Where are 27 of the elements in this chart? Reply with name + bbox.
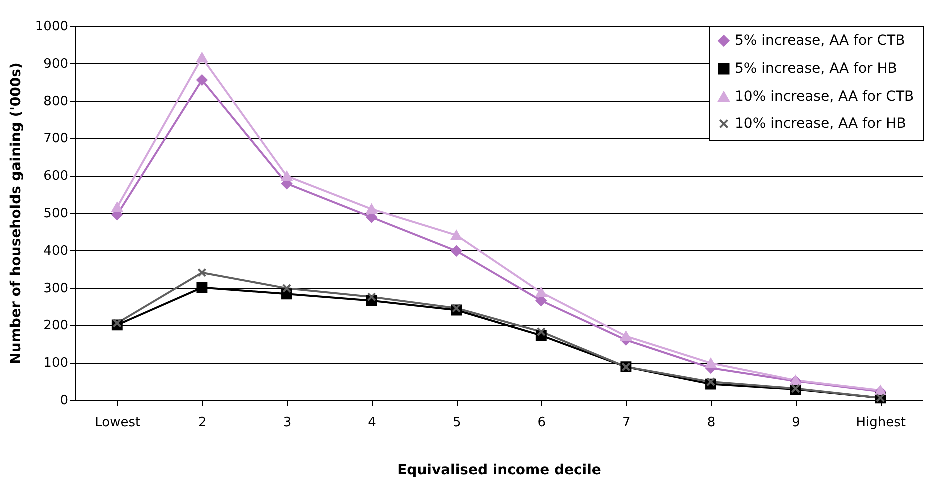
y-tick-label: 100 bbox=[44, 356, 68, 372]
y-tick-label: 1000 bbox=[35, 20, 68, 34]
y-axis-title: Number of households gaining ('000s) bbox=[8, 62, 24, 364]
x-tick-label: 3 bbox=[283, 416, 292, 430]
x-tick-label: 8 bbox=[707, 416, 716, 430]
x-tick-label: 4 bbox=[368, 416, 376, 430]
y-tick-label: 800 bbox=[44, 94, 68, 110]
legend-label: 10% increase, AA for CTB bbox=[735, 89, 914, 105]
y-tick-label: 400 bbox=[44, 244, 68, 259]
x-tick-label: 5 bbox=[452, 416, 462, 430]
x-tick-label: 7 bbox=[622, 416, 631, 430]
x-tick-label: Lowest bbox=[95, 416, 141, 430]
x-axis-title: Equivalised income decile bbox=[398, 462, 602, 478]
y-tick-label: 600 bbox=[44, 169, 68, 184]
x-tick-label: 6 bbox=[538, 416, 546, 430]
y-tick-label: 300 bbox=[44, 281, 68, 296]
x-tick-label: Highest bbox=[856, 416, 906, 430]
y-tick-label: 700 bbox=[44, 132, 68, 147]
legend-label: 10% increase, AA for HB bbox=[735, 116, 906, 132]
y-tick-label: 200 bbox=[44, 318, 68, 334]
x-tick-label: 9 bbox=[792, 416, 800, 430]
y-tick-label: 900 bbox=[44, 56, 68, 72]
legend-label: 5% increase, AA for CTB bbox=[735, 33, 906, 49]
y-tick-label: 0 bbox=[60, 394, 68, 408]
legend-label: 5% increase, AA for HB bbox=[735, 61, 898, 77]
x-tick-label: 2 bbox=[198, 416, 207, 430]
y-tick-label: 500 bbox=[44, 206, 68, 222]
